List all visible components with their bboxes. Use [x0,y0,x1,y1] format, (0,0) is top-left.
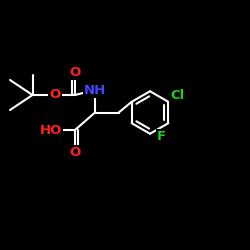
Text: O: O [70,146,80,159]
Text: HO: HO [40,124,62,136]
Text: F: F [157,130,166,143]
Text: O: O [70,66,80,79]
Text: O: O [50,88,60,102]
Text: Cl: Cl [170,89,184,102]
Text: NH: NH [84,84,106,96]
